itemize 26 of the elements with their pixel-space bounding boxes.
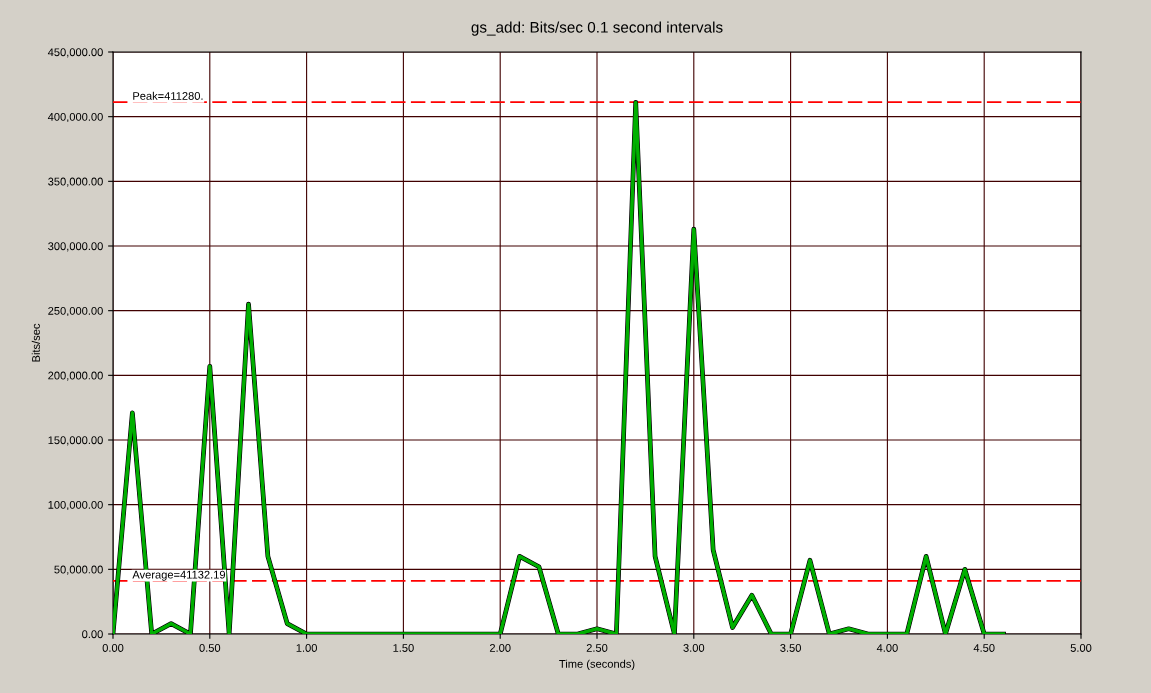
y-tick-label: 400,000.00	[47, 112, 103, 123]
x-tick-label: 2.00	[489, 644, 511, 652]
y-tick-label: 0.00	[82, 630, 103, 639]
x-tick-label: 3.00	[683, 644, 705, 652]
x-tick-label: 2.50	[586, 644, 608, 652]
x-tick-label: 5.00	[1070, 644, 1092, 652]
x-tick-label: 0.00	[102, 644, 124, 652]
x-tick-label: 4.50	[973, 644, 995, 652]
x-tick-label: 1.00	[296, 644, 317, 652]
y-tick-label: 150,000.00	[48, 436, 103, 446]
y-tick-label: 350,000.00	[48, 177, 103, 187]
y-tick-label: 50,000.00	[54, 565, 103, 575]
chart-title: gs_add: Bits/sec 0.1 second intervals	[471, 21, 723, 36]
ref-line-label: Average=41132.19	[132, 570, 226, 581]
y-tick-label: 450,000.00	[47, 48, 103, 58]
y-tick-label: 300,000.00	[48, 242, 103, 252]
x-axis-title: Time (seconds)	[559, 659, 635, 670]
ref-line-label: Peak=411280.	[133, 91, 203, 100]
y-tick-label: 200,000.00	[48, 371, 103, 381]
x-tick-label: 4.00	[876, 644, 898, 652]
x-tick-label: 1.50	[393, 644, 414, 652]
y-axis-title: Bits/sec	[31, 323, 40, 362]
x-tick-label: 0.50	[199, 644, 221, 652]
y-tick-label: 100,000.00	[48, 500, 103, 511]
y-tick-label: 250,000.00	[48, 306, 103, 317]
x-tick-label: 3.50	[780, 644, 801, 652]
